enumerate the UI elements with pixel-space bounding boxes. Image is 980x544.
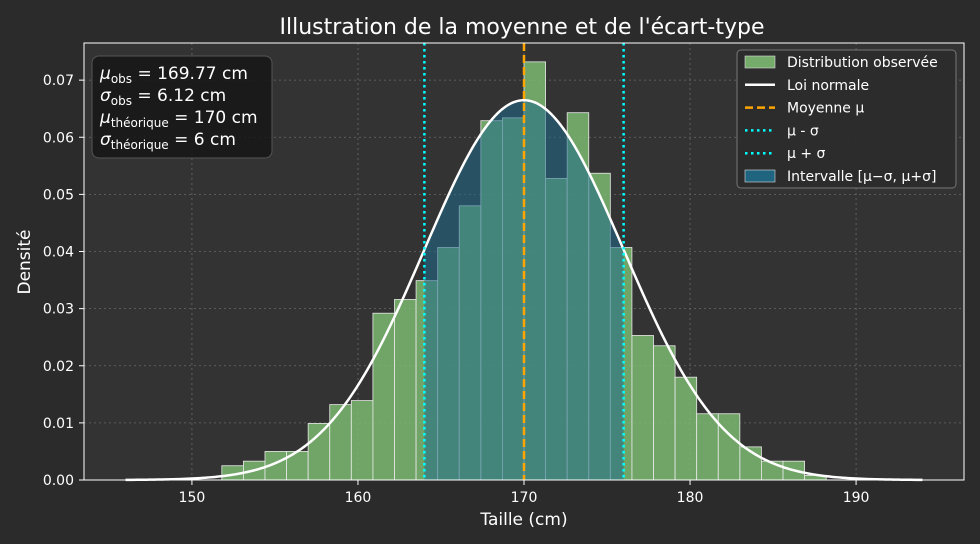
x-axis: 150 160 170 180 190 [179, 480, 870, 506]
y-axis: 0.00 0.01 0.02 0.03 0.04 0.05 0.06 0.07 [43, 73, 84, 489]
stats-mu-obs: μobs = 169.77 cm [99, 64, 248, 86]
legend-swatch [744, 169, 776, 183]
histogram-bar [394, 299, 417, 481]
chart-title: Illustration de la moyenne et de l'écart… [279, 15, 764, 40]
y-tick-label: 0.07 [43, 73, 74, 89]
legend-label: Loi normale [787, 78, 869, 94]
stats-mu-theo: μthéorique = 170 cm [99, 108, 258, 130]
x-tick-label: 180 [677, 490, 704, 506]
histogram-bar [717, 413, 741, 481]
stats-box-background [91, 55, 273, 159]
histogram-bar [307, 423, 331, 481]
y-tick-label: 0.02 [43, 359, 74, 375]
y-axis-label: Densité [15, 229, 35, 294]
legend-background [736, 49, 957, 189]
y-tick-label: 0.00 [43, 473, 74, 489]
legend-label: Distribution observée [787, 55, 938, 71]
stats-sigma-obs: σobs = 6.12 cm [100, 86, 226, 108]
y-tick-label: 0.03 [43, 302, 74, 318]
x-tick-label: 160 [345, 490, 372, 506]
y-tick-label: 0.05 [43, 187, 74, 203]
histogram-bar [631, 335, 654, 481]
stats-box: μobs = 169.77 cm σobs = 6.12 cm μthéoriq… [91, 55, 273, 159]
y-tick-label: 0.01 [43, 416, 74, 432]
legend: Distribution observée Loi normale Moyenne … [736, 49, 957, 189]
histogram-bar [696, 413, 719, 481]
x-tick-label: 170 [511, 490, 538, 506]
histogram-bar [653, 345, 676, 481]
histogram-bar [350, 400, 374, 481]
legend-label: Moyenne μ [787, 101, 864, 117]
legend-label: μ - σ [787, 123, 819, 139]
x-tick-label: 190 [843, 490, 870, 506]
stats-sigma-theo: σthéorique = 6 cm [100, 130, 236, 152]
y-tick-label: 0.04 [43, 245, 74, 261]
y-tick-label: 0.06 [43, 130, 74, 146]
x-axis-label: Taille (cm) [479, 510, 567, 530]
legend-swatch [744, 55, 776, 69]
legend-label: Intervalle [μ−σ, μ+σ] [787, 169, 936, 185]
x-tick-label: 150 [179, 490, 206, 506]
histogram-bar [329, 404, 352, 481]
normal-curve [125, 98, 923, 482]
legend-label: μ + σ [787, 146, 826, 162]
